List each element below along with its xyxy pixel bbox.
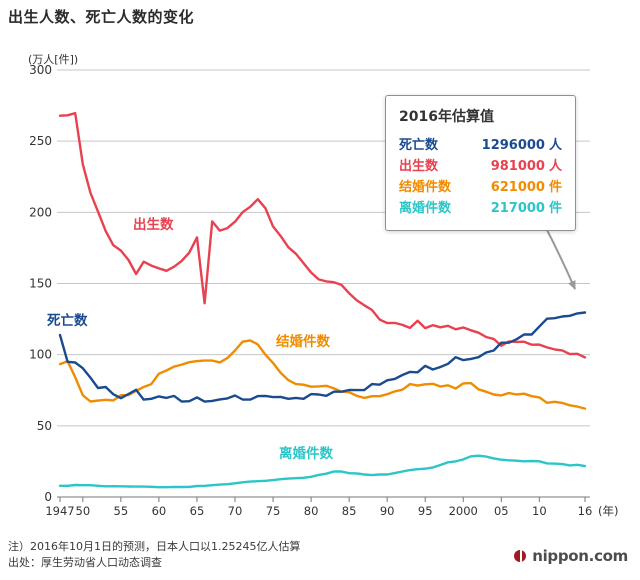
births-line <box>58 111 587 359</box>
divorces-series-label: 离婚件数 <box>279 445 333 462</box>
y-tick-label: 150 <box>29 277 52 291</box>
callout-divorces-label: 离婚件数 <box>399 201 452 216</box>
callout-deaths-label: 死亡数 <box>399 138 439 153</box>
callout-deaths-value: 1296000 人 <box>481 138 562 153</box>
callout-births-value: 981000 人 <box>490 159 562 174</box>
x-tick-label: 95 <box>418 504 433 518</box>
callout-row-marriages: 结婚件数 621000 件 <box>399 177 562 198</box>
x-tick-label: 05 <box>494 504 509 518</box>
y-axis-unit-label: (万人[件]) <box>28 53 78 66</box>
x-tick-label: 70 <box>228 504 243 518</box>
page-title: 出生人数、死亡人数的变化 <box>8 8 195 26</box>
x-tick-label: 75 <box>266 504 281 518</box>
footer-note-estimate: 注）2016年10月1日的预测，日本人口以1.25245亿人估算 <box>8 540 301 553</box>
deaths-series-label: 死亡数 <box>46 312 88 329</box>
x-tick-label: 1947 <box>45 504 74 518</box>
callout-row-deaths: 死亡数 1296000 人 <box>399 135 562 156</box>
callout-row-births: 出生数 981000 人 <box>399 156 562 177</box>
x-axis-unit-label: (年) <box>598 504 618 518</box>
x-tick-label: 90 <box>380 504 395 518</box>
births-series-label: 出生数 <box>133 216 174 233</box>
x-tick-label: 65 <box>190 504 205 518</box>
y-tick-label: 250 <box>29 134 52 148</box>
x-tick-label: 80 <box>304 504 319 518</box>
divorces-line <box>58 454 587 489</box>
y-tick-label: 100 <box>29 348 52 362</box>
callout-row-divorces: 离婚件数 217000 件 <box>399 198 562 219</box>
x-tick-label: 55 <box>114 504 129 518</box>
callout-marriages-label: 结婚件数 <box>399 180 452 195</box>
x-tick-label: 10 <box>532 504 547 518</box>
callout-births-label: 出生数 <box>399 159 439 174</box>
callout-arrow <box>545 227 576 290</box>
y-tick-label: 50 <box>37 419 52 433</box>
y-tick-label: 0 <box>44 490 52 504</box>
callout-title: 2016年估算值 <box>399 109 494 125</box>
x-tick-label: 50 <box>76 504 91 518</box>
deaths-line <box>58 311 587 403</box>
callout-divorces-value: 217000 件 <box>490 201 562 216</box>
nippon-logo-dot-icon <box>514 550 527 562</box>
footer-note-source: 出处：厚生劳动省人口动态调查 <box>8 556 162 569</box>
marriages-series-label: 结婚件数 <box>276 333 330 350</box>
x-tick-label: 2000 <box>449 504 478 518</box>
x-tick-label: 16 <box>578 504 593 518</box>
nippon-logo-text: nippon.com <box>532 547 628 565</box>
callout-marriages-value: 621000 件 <box>490 180 562 195</box>
x-tick-label: 60 <box>152 504 167 518</box>
nippon-logo: nippon.com <box>514 547 628 565</box>
y-tick-label: 300 <box>29 63 52 77</box>
estimate-callout: 2016年估算值 死亡数 1296000 人 出生数 981000 人 结婚件数 6… <box>385 95 576 231</box>
y-tick-label: 200 <box>29 205 52 219</box>
marriages-line <box>58 339 587 410</box>
x-tick-label: 85 <box>342 504 357 518</box>
